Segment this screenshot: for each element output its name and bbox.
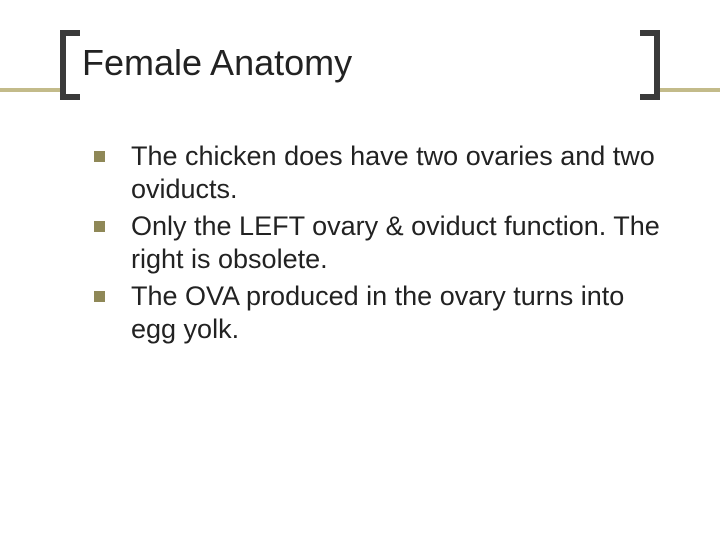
list-item: The OVA produced in the ovary turns into… [94,280,660,346]
square-bullet-icon [94,291,105,302]
square-bullet-icon [94,221,105,232]
bracket-left-icon [60,30,80,100]
slide: Female Anatomy The chicken does have two… [0,0,720,540]
bullet-text: The chicken does have two ovaries and tw… [131,140,660,206]
bullet-text: Only the LEFT ovary & oviduct function. … [131,210,660,276]
title-bar: Female Anatomy [0,30,720,100]
list-item: Only the LEFT ovary & oviduct function. … [94,210,660,276]
bracket-right-icon [640,30,660,100]
page-title: Female Anatomy [82,42,352,84]
body-content: The chicken does have two ovaries and tw… [94,140,660,350]
bullet-text: The OVA produced in the ovary turns into… [131,280,660,346]
square-bullet-icon [94,151,105,162]
list-item: The chicken does have two ovaries and tw… [94,140,660,206]
